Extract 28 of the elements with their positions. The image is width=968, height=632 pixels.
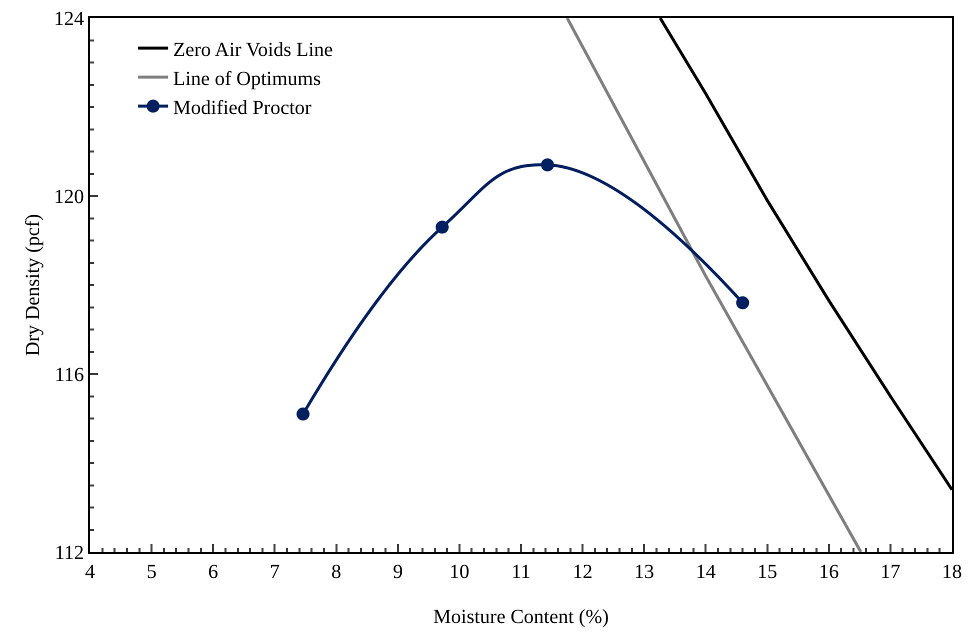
- x-tick-label: 11: [511, 561, 531, 583]
- x-tick-label: 5: [146, 561, 157, 583]
- y-tick-label: 116: [54, 364, 84, 386]
- point: [296, 408, 310, 421]
- y-tick-label: 124: [54, 8, 84, 30]
- point: [540, 158, 554, 172]
- x-tick-label: 10: [449, 561, 470, 583]
- x-axis-title: Moisture Content (%): [433, 606, 609, 628]
- x-tick-label: 13: [634, 561, 654, 583]
- legend-label: Line of Optimums: [173, 68, 322, 90]
- x-tick-label: 12: [572, 561, 593, 583]
- legend-label: Zero Air Voids Line: [173, 38, 334, 61]
- point: [736, 296, 750, 310]
- x-tick-label: 6: [208, 561, 218, 583]
- y-tick-label: 120: [54, 186, 84, 208]
- y-axis-title: Dry Density (pcf): [22, 214, 44, 356]
- x-tick-label: 18: [942, 561, 962, 583]
- legend-label: Modified Proctor: [173, 96, 312, 119]
- x-tick-label: 9: [392, 561, 403, 583]
- x-tick-label: 8: [331, 561, 342, 583]
- y-tick-label: 112: [54, 542, 84, 564]
- point: [436, 220, 449, 234]
- x-tick-label: 7: [270, 561, 280, 583]
- x-tick-label: 4: [85, 561, 95, 583]
- x-tick-label: 14: [696, 561, 716, 583]
- x-tick-label: 17: [880, 561, 900, 583]
- x-tick-label: 15: [757, 561, 778, 583]
- x-tick-label: 16: [818, 561, 839, 583]
